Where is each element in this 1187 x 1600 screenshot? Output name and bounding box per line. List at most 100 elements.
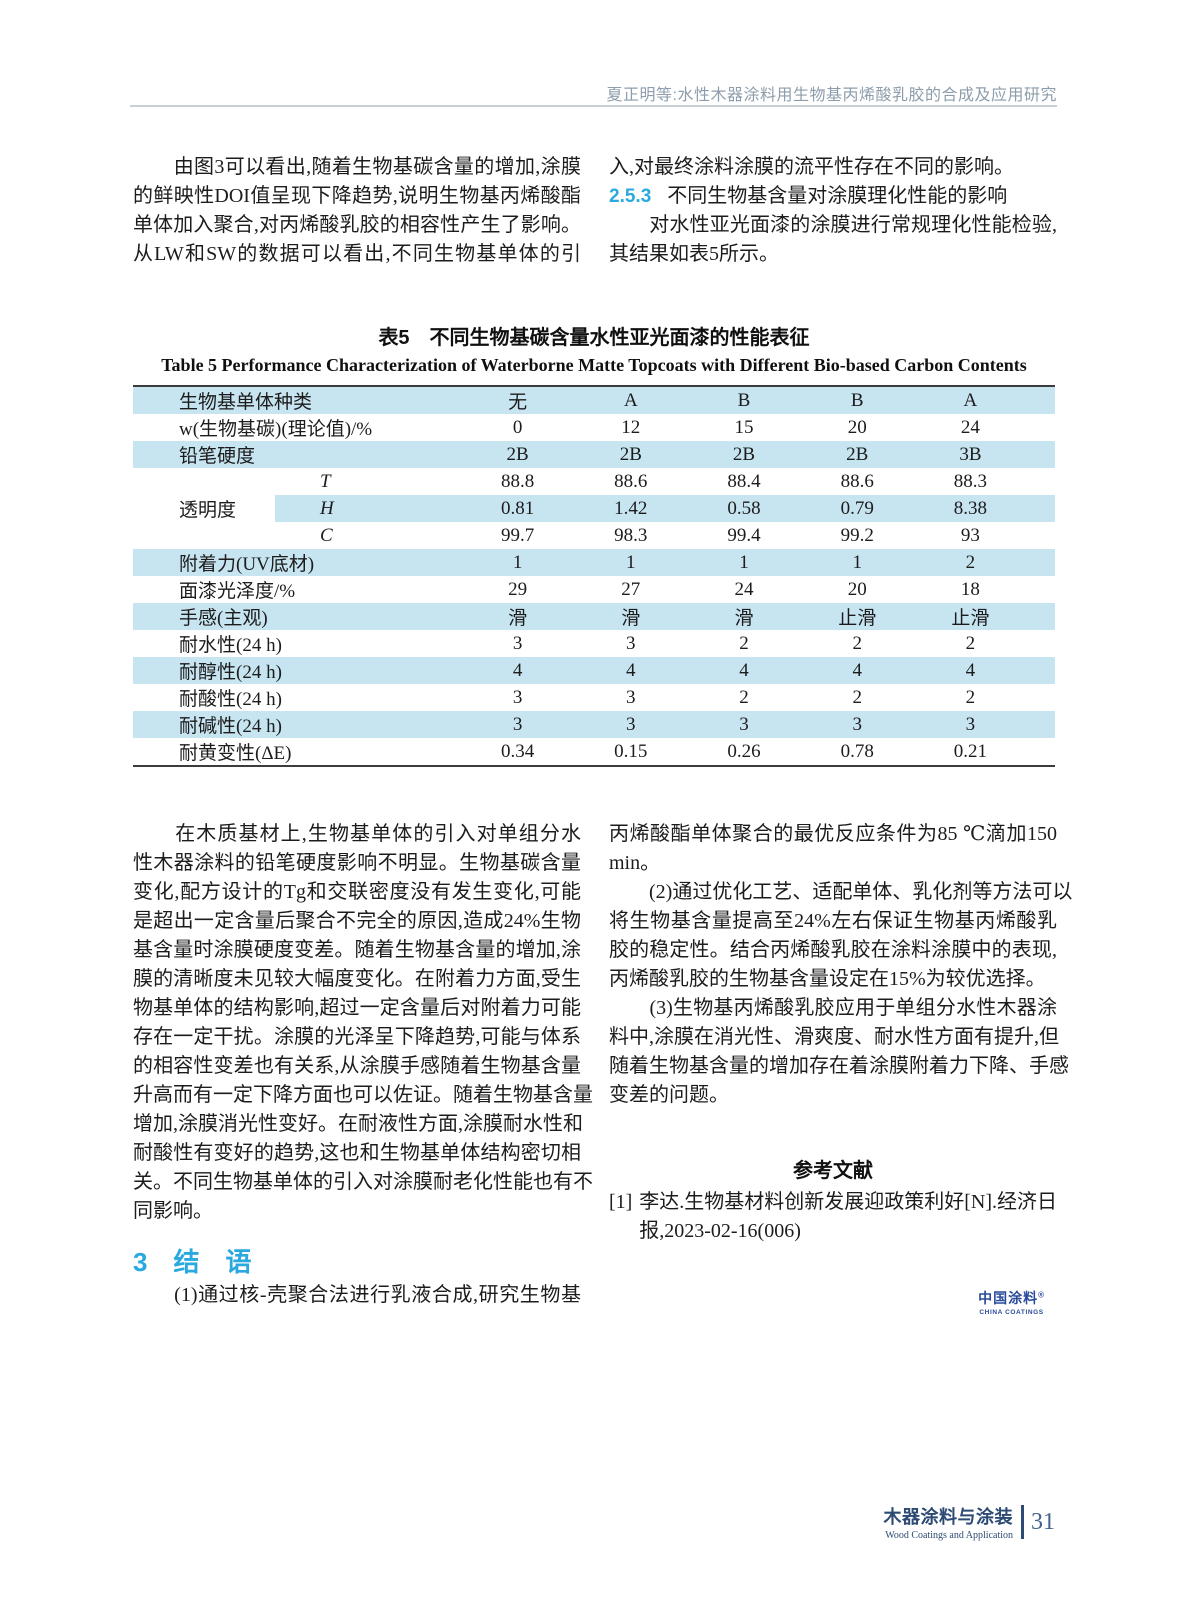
cell: 2B <box>506 443 529 465</box>
paragraph-line: 对水性亚光面漆的涂膜进行常规理化性能检验, <box>609 214 1057 236</box>
row-pad <box>1027 738 1055 765</box>
cell: 滑 <box>734 608 754 629</box>
cell: 12 <box>621 416 641 438</box>
section-title: 不同生物基含量对涂膜理化性能的影响 <box>667 185 1008 207</box>
cell: 1.42 <box>574 495 688 522</box>
paragraph-line: 从LW和SW的数据可以看出,不同生物基单体的引 <box>133 243 581 265</box>
cell: 0.81 <box>461 495 575 522</box>
cell: 99.7 <box>500 524 535 546</box>
group-label <box>133 468 275 495</box>
section-number: 2.5.3 <box>609 186 652 207</box>
cell: 1 <box>852 551 862 573</box>
cell: 0 <box>512 416 523 438</box>
paragraph-line: (1)通过核-壳聚合法进行乳液合成,研究生物基 <box>133 1284 581 1306</box>
cell: 无 <box>508 392 528 413</box>
cell: 0.26 <box>727 740 761 762</box>
cell: 滑 <box>508 608 528 629</box>
cell: 4 <box>965 659 976 681</box>
cell: 4 <box>512 659 523 681</box>
cell: 2 <box>739 686 749 708</box>
table-row: 生物基单体种类 无 A B B A <box>133 387 1055 414</box>
sub-label: C <box>320 524 333 546</box>
cell: 29 <box>508 578 528 600</box>
paragraph-line: 耐酸性有变好的趋势,这也和生物基单体结构密切相 <box>133 1142 581 1164</box>
reference-item: [1] 李达.生物基材料创新发展迎政策利好[N].经济日 报,2023-02-1… <box>609 1188 1057 1246</box>
row-label: 生物基单体种类 <box>179 392 313 413</box>
paragraph-line: 随着生物基含量的增加存在着涂膜附着力下降、手感 <box>609 1055 1069 1077</box>
intro-left-column: 由图3可以看出,随着生物基碳含量的增加,涂膜 的鲜映性DOI值呈现下降趋势,说明… <box>133 153 581 269</box>
journal-footer: 木器涂料与涂装 Wood Coatings and Application 31 <box>884 1503 1055 1541</box>
section-heading-3: 3 结 语 <box>133 1246 252 1277</box>
row-pad <box>1027 495 1056 522</box>
journal-name-zh: 木器涂料与涂装 <box>883 1507 1013 1527</box>
row-pad <box>1027 657 1055 684</box>
paragraph-line: (2)通过优化工艺、适配单体、乳化剂等方法可以 <box>609 881 1073 903</box>
table-row: 耐碱性(24 h) 3 3 3 3 3 <box>133 711 1055 738</box>
table-row: 耐黄变性(ΔE) 0.34 0.15 0.26 0.78 0.21 <box>133 738 1055 765</box>
cell: 18 <box>960 578 980 600</box>
table-row: 耐水性(24 h) 3 3 2 2 2 <box>133 630 1055 657</box>
cell: 4 <box>626 659 636 681</box>
paragraph-line: 的相容性变差也有关系,从涂膜手感随着生物基含量 <box>133 1055 581 1077</box>
row-label: 耐酸性(24 h) <box>179 689 282 710</box>
cell: 88.6 <box>614 470 648 492</box>
cell: 24 <box>734 578 754 600</box>
group-label <box>133 522 275 549</box>
row-label: w(生物基碳)(理论值)/% <box>179 419 373 440</box>
table-row: 附着力(UV底材) 1 1 1 1 2 <box>133 549 1055 576</box>
table-row: w(生物基碳)(理论值)/% 0 12 15 20 24 <box>133 414 1055 441</box>
cell: 3 <box>626 713 636 735</box>
cell: 98.3 <box>614 524 648 546</box>
cell: 2 <box>852 686 862 708</box>
cell: 2 <box>965 686 976 708</box>
conclusion-right-column: 丙烯酸酯单体聚合的最优反应条件为85 ℃滴加150 min。 (2)通过优化工艺… <box>609 820 1073 1246</box>
cell: 0.34 <box>500 740 535 762</box>
cell: 4 <box>739 659 749 681</box>
paragraph-line: 存在一定干扰。涂膜的光泽呈下降趋势,可能与体系 <box>133 1026 581 1048</box>
cell: 3 <box>512 632 523 654</box>
row-pad <box>1027 630 1055 657</box>
table-row: 耐醇性(24 h) 4 4 4 4 4 <box>133 657 1055 684</box>
row-pad <box>1027 711 1055 738</box>
cell: 2B <box>619 443 642 465</box>
sub-label: H <box>275 495 461 522</box>
cell: 88.6 <box>840 470 874 492</box>
cell: 2 <box>965 551 976 573</box>
cell: 0.15 <box>614 740 648 762</box>
cell: 2 <box>739 632 749 654</box>
cell: 2 <box>965 632 976 654</box>
paragraph-line: 是超出一定含量后聚合不完全的原因,造成24%生物 <box>133 910 581 932</box>
row-pad <box>1027 576 1055 603</box>
cell: 滑 <box>621 608 641 629</box>
row-pad <box>1027 387 1055 414</box>
logo-name-en: CHINA COATINGS <box>979 1309 1044 1316</box>
cell: 3 <box>852 713 862 735</box>
cell: 3B <box>959 443 982 465</box>
cell: 1 <box>739 551 749 573</box>
row-pad <box>1027 603 1055 630</box>
cell: 2 <box>852 632 862 654</box>
cell: 20 <box>847 416 867 438</box>
paragraph-line: 升高而有一定下降方面也可以佐证。随着生物基含量 <box>133 1084 593 1106</box>
cell: 2B <box>846 443 869 465</box>
paragraph-line: min。 <box>609 852 661 874</box>
journal-name-block: 木器涂料与涂装 Wood Coatings and Application <box>884 1503 1014 1541</box>
table-caption-zh: 表5 不同生物基碳含量水性亚光面漆的性能表征 <box>378 327 810 349</box>
paragraph-line: 基含量时涂膜硬度变差。随着生物基含量的增加,涂 <box>133 939 581 961</box>
references-heading: 参考文献 <box>793 1160 873 1182</box>
table-row: C 99.7 98.3 99.4 99.2 93 <box>133 522 1055 549</box>
page-number: 31 <box>1031 1508 1055 1535</box>
cell: 4 <box>852 659 862 681</box>
paragraph-line: 变化,配方设计的Tg和交联密度没有发生变化,可能 <box>133 881 581 903</box>
paragraph-line: 性木器涂料的铅笔硬度影响不明显。生物基碳含量 <box>133 852 581 874</box>
row-label: 耐醇性(24 h) <box>179 662 282 683</box>
header-divider <box>130 105 1057 107</box>
discussion-left-column: 在木质基材上,生物基单体的引入对单组分水 性木器涂料的铅笔硬度影响不明显。生物基… <box>133 820 593 1310</box>
cell: A <box>623 389 638 411</box>
paragraph-line: 的鲜映性DOI值呈现下降趋势,说明生物基丙烯酸酯 <box>133 185 581 207</box>
cell: 3 <box>512 686 523 708</box>
paragraph-line: (3)生物基丙烯酸乳胶应用于单组分水性木器涂 <box>609 997 1057 1019</box>
paragraph-line: 增加,涂膜消光性变好。在耐液性方面,涂膜耐水性和 <box>133 1113 583 1135</box>
cell: 止滑 <box>951 608 990 629</box>
row-pad <box>1027 549 1055 576</box>
